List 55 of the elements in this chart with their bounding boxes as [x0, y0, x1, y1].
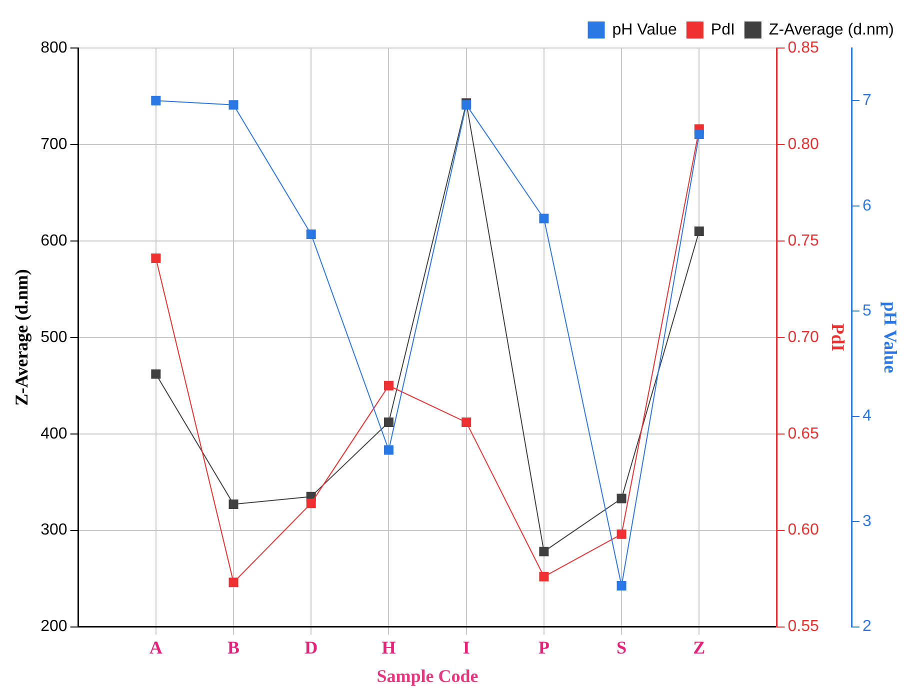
y2-tick-label: 0.85	[788, 39, 820, 56]
x-tick-label: S	[616, 637, 627, 658]
y3-tick-label: 2	[862, 618, 872, 636]
point	[694, 226, 704, 236]
point	[228, 100, 238, 110]
point	[228, 578, 238, 588]
point	[616, 581, 626, 590]
y-tick-label: 600	[40, 232, 68, 250]
y-tick-label: 800	[40, 39, 68, 56]
x-tick-label: Z	[693, 637, 706, 658]
point	[384, 445, 394, 455]
y3-tick-label: 5	[862, 302, 872, 320]
point	[384, 418, 394, 428]
y-tick-label: 700	[40, 136, 68, 153]
y-axis-title: Z-Average (d.nm)	[11, 269, 32, 406]
y2-tick-label: 0.65	[788, 425, 820, 442]
y-tick-label: 200	[40, 618, 68, 636]
x-tick-label: A	[149, 637, 162, 658]
y3-tick-label: 3	[862, 512, 872, 530]
x-tick-label: H	[382, 637, 396, 658]
legend-label: Z-Average (d.nm)	[768, 21, 894, 38]
y3-tick-label: 4	[862, 408, 872, 425]
x-tick-label: B	[228, 637, 240, 658]
point	[616, 494, 626, 504]
y-tick-label: 300	[40, 522, 68, 539]
point	[539, 546, 549, 556]
x-axis-title: Sample Code	[376, 666, 478, 686]
point	[539, 572, 549, 582]
point	[306, 230, 316, 240]
point	[151, 254, 161, 264]
y3-tick-label: 7	[862, 92, 872, 110]
point	[151, 369, 161, 379]
point	[694, 130, 704, 140]
point	[151, 96, 161, 106]
y2-tick-label: 0.70	[788, 328, 820, 346]
x-tick-label: D	[304, 637, 318, 658]
y-tick-label: 400	[40, 425, 68, 442]
point	[306, 498, 316, 508]
legend-label: pH Value	[612, 21, 678, 38]
y3-tick-label: 6	[862, 197, 872, 214]
x-tick-label: P	[538, 637, 550, 658]
y3-axis-title: pH Value	[880, 302, 901, 374]
point	[462, 418, 472, 428]
point	[228, 500, 238, 510]
y2-tick-label: 0.60	[788, 522, 820, 539]
y2-tick-label: 0.75	[788, 232, 820, 250]
point	[384, 380, 394, 390]
y2-tick-label: 0.55	[788, 618, 820, 636]
y2-axis-title: PdI	[828, 323, 848, 352]
y-tick-label: 500	[40, 328, 68, 346]
x-tick-label: I	[462, 637, 470, 658]
legend-label: PdI	[710, 21, 735, 38]
point	[616, 529, 626, 539]
point	[539, 214, 549, 224]
y2-tick-label: 0.80	[788, 136, 820, 153]
